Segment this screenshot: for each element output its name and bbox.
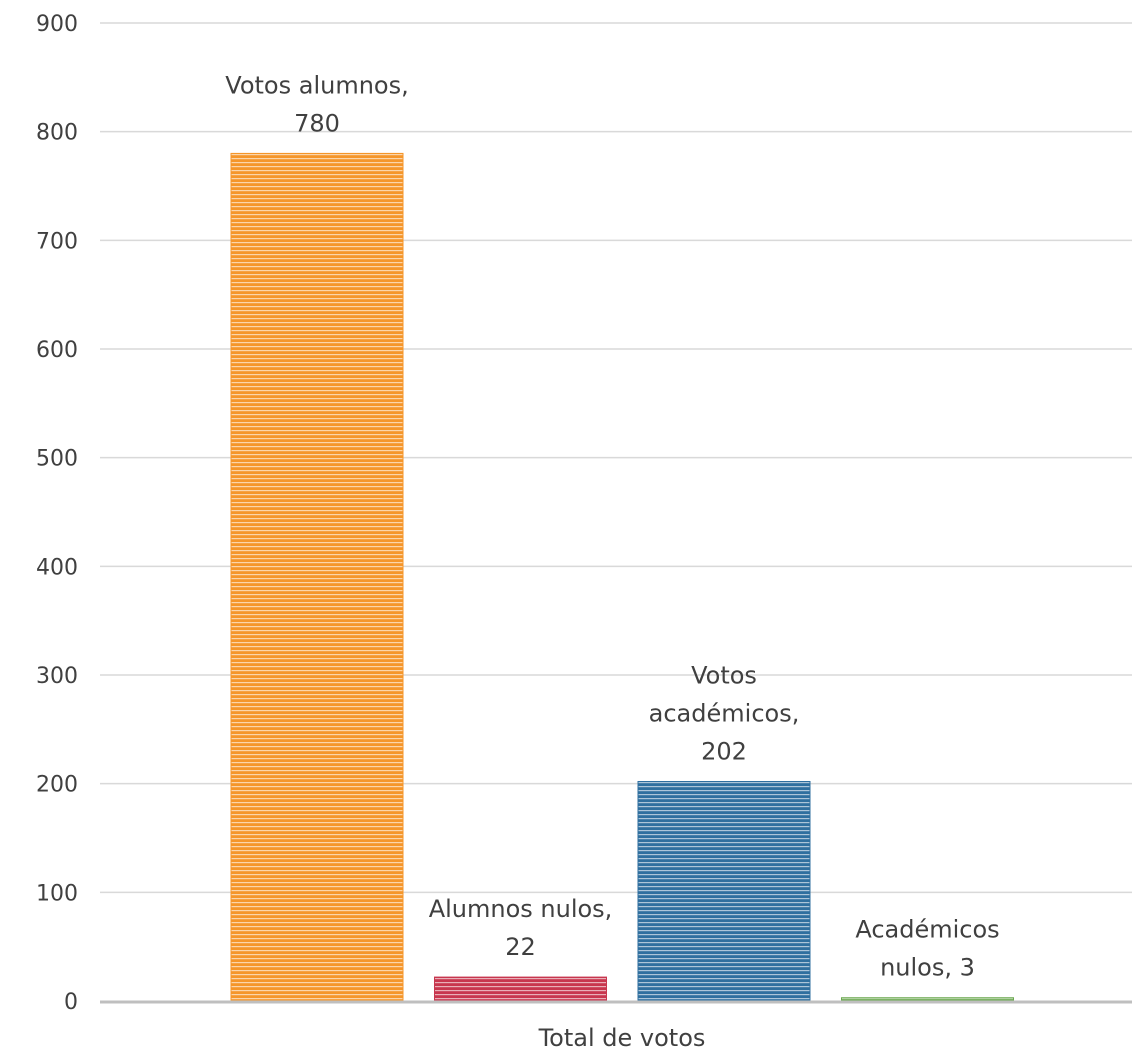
y-tick-label-800: 800 [36, 121, 78, 146]
data-label-académicos-nulos: Académicos nulos, 3 [855, 916, 999, 982]
y-tick-label-900: 900 [36, 12, 78, 37]
bar-votos-académicos [637, 780, 811, 1002]
data-labels: Votos alumnos, 780 Alumnos nulos, 22 Votos ac… [225, 71, 999, 981]
y-tick-label-200: 200 [36, 773, 78, 798]
bar-alumnos-nulos [434, 976, 607, 1002]
bar-votos-alumnos [230, 152, 404, 1002]
y-tick-label-0: 0 [64, 990, 78, 1015]
y-tick-label-500: 500 [36, 447, 78, 472]
y-tick-label-700: 700 [36, 229, 78, 254]
y-axis-ticks: 0 100 200 300 400 500 600 700 800 900 [36, 12, 78, 1015]
y-tick-label-100: 100 [36, 881, 78, 906]
y-tick-label-400: 400 [36, 555, 78, 580]
y-tick-label-600: 600 [36, 338, 78, 363]
bars [230, 152, 1014, 1002]
data-label-votos-académicos: Votos académicos, 202 [649, 661, 800, 765]
data-label-alumnos-nulos: Alumnos nulos, 22 [429, 895, 613, 961]
data-label-votos-alumnos: Votos alumnos, 780 [225, 71, 408, 137]
y-tick-label-300: 300 [36, 664, 78, 689]
x-axis-label: Total de votos [538, 1024, 706, 1052]
